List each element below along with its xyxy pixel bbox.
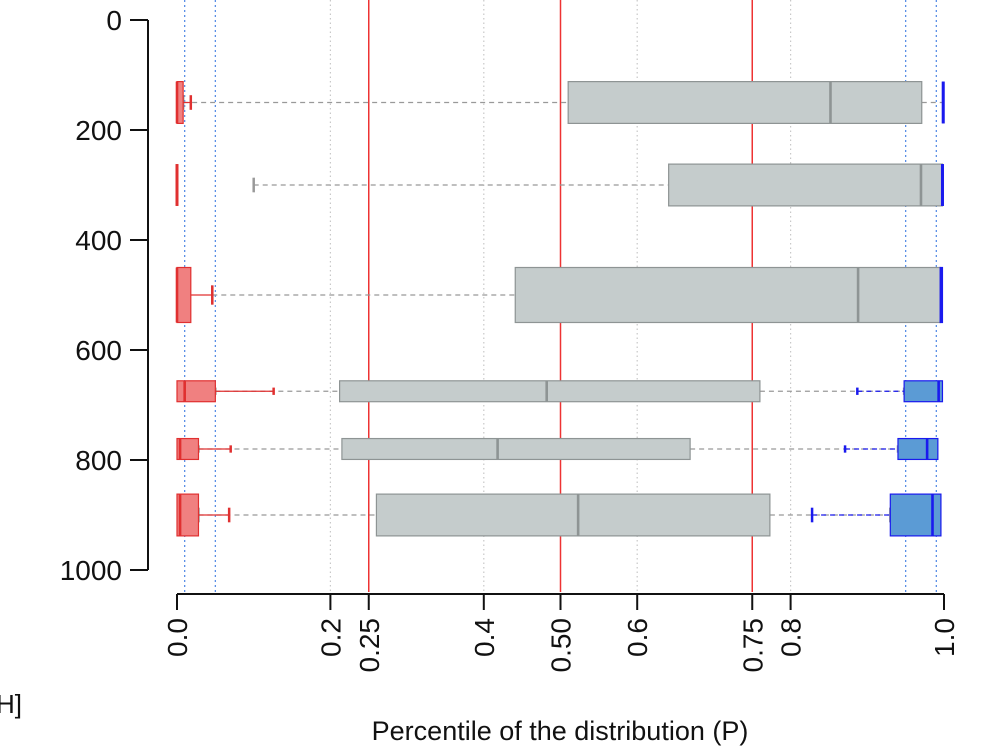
box-row-3 xyxy=(175,266,944,324)
x-axis: 0.0 0.2 0.25 0.4 0.50 0.6 0.75 0.8 1.0 xyxy=(162,593,960,673)
y-tick-label-0: 0 xyxy=(106,5,122,36)
x-tick-label-1: 1.0 xyxy=(929,618,960,657)
x-tick-label-0.2: 0.2 xyxy=(315,618,346,657)
row-2-mid-box xyxy=(668,163,944,207)
box-row-4 xyxy=(176,380,944,403)
row-4-low-box xyxy=(176,380,216,403)
y-tick-label-200: 200 xyxy=(75,115,122,146)
row-4-mid-box xyxy=(339,380,761,403)
x-tick-label-0.4: 0.4 xyxy=(469,618,500,657)
x-tick-label-0.5: 0.50 xyxy=(546,618,577,673)
box-rows xyxy=(175,80,945,537)
box-row-5 xyxy=(176,437,939,461)
row-4-high-box xyxy=(903,380,944,403)
row-3-mid-box xyxy=(514,266,941,324)
x-tick-label-0.75: 0.75 xyxy=(737,618,768,673)
row-1-mid-box xyxy=(567,80,923,124)
row-5-mid-box xyxy=(341,437,691,461)
y-axis: 0 200 400 600 800 1000 xyxy=(60,5,149,586)
row-5-high-box xyxy=(897,437,939,461)
y-tick-label-600: 600 xyxy=(75,335,122,366)
x-tick-label-0.25: 0.25 xyxy=(354,618,385,673)
x-tick-label-0: 0.0 xyxy=(162,618,193,657)
box-row-6 xyxy=(176,493,942,537)
box-row-2 xyxy=(175,163,944,207)
box-row-1 xyxy=(175,80,945,124)
y-tick-label-800: 800 xyxy=(75,445,122,476)
x-tick-label-0.8: 0.8 xyxy=(776,618,807,657)
row-3-low-box xyxy=(176,266,192,324)
y-tick-label-400: 400 xyxy=(75,225,122,256)
row-6-low-box xyxy=(176,493,200,537)
y-tick-label-1000: 1000 xyxy=(60,555,122,586)
x-axis-label: Percentile of the distribution (P) xyxy=(372,716,749,746)
y-axis-label-fragment: H] xyxy=(0,689,22,719)
row-5-low-box xyxy=(176,437,200,461)
row-6-mid-box xyxy=(375,493,771,537)
x-tick-label-0.6: 0.6 xyxy=(622,618,653,657)
